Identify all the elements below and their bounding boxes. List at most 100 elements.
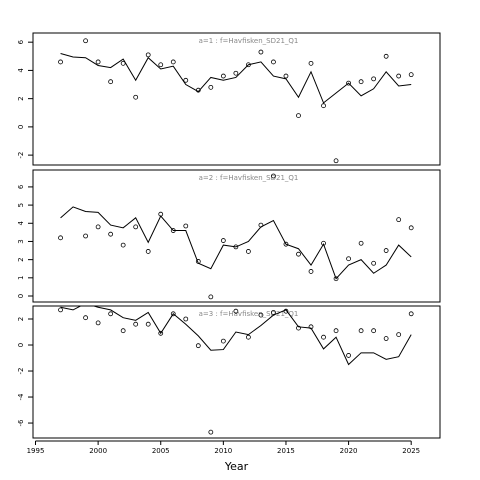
y-tick-label: 0 [17,125,25,129]
data-point [95,320,101,326]
data-line [60,52,412,104]
y-tick-label: 2 [17,96,25,100]
data-point [108,311,114,317]
x-tick-label: 2020 [340,447,358,455]
data-point [321,240,326,246]
data-point [296,251,301,257]
data-point [383,53,389,59]
panel-title: a=3 : f=Havfisken_SD21_Q1 [199,310,299,318]
data-point [233,244,239,250]
data-point [245,334,251,340]
x-tick-label: 2010 [214,447,232,455]
data-point [358,240,364,246]
y-tick-label: 1 [17,276,25,280]
data-point [58,235,63,241]
x-tick-label: 1995 [27,447,45,455]
x-tick-label: 2015 [277,447,295,455]
data-point [195,343,201,349]
data-point [258,222,264,228]
data-point [208,84,214,90]
data-point [245,62,251,68]
data-point [208,429,214,435]
data-point [83,315,88,321]
y-tick-label: -6 [17,419,25,427]
data-point [321,334,326,340]
panel-frame [32,32,441,166]
data-point [346,80,351,86]
y-tick-label: -4 [17,393,25,401]
data-point [158,211,164,217]
data-point [271,59,276,65]
data-point [308,269,314,274]
data-point [258,49,264,55]
data-point [283,73,289,79]
data-point [283,308,289,314]
data-point [296,325,301,331]
data-point [170,228,176,233]
data-point [83,233,88,239]
y-tick-label: 3 [17,239,25,243]
data-point [120,60,126,66]
data-point [408,72,414,78]
x-tick-label: 2025 [402,447,420,455]
data-point [358,79,364,85]
data-point [371,76,377,82]
data-point [95,224,101,230]
data-line [60,306,412,366]
data-point [145,52,151,58]
data-point [358,328,364,334]
panel-frame [32,169,441,303]
y-tick-label: 4 [17,221,25,226]
y-tick-label: 6 [17,184,25,189]
data-point [383,248,389,253]
data-point [120,328,126,334]
data-point [396,332,402,338]
data-point [346,353,351,358]
data-point [120,242,126,248]
data-point [133,94,139,100]
data-point [346,256,351,262]
data-point [220,73,226,79]
x-tick-label: 2005 [152,447,170,455]
data-point [383,336,389,341]
y-tick-label: -2 [17,152,25,159]
panel-frame [32,305,441,439]
data-point [333,276,339,282]
panel-title: a=2 : f=Havfisken_SD21_Q1 [199,174,299,182]
data-point [371,260,377,266]
data-point [133,224,139,230]
data-point [208,294,214,300]
y-tick-label: 0 [17,343,25,347]
plot-area [58,173,414,300]
y-tick-label: 6 [17,39,25,44]
data-point [95,59,101,65]
data-point [183,316,189,322]
data-point [170,59,176,65]
plot-area [58,38,414,164]
data-point [408,225,414,231]
plot-area [58,306,414,435]
data-point [220,338,226,344]
data-point [145,321,151,327]
y-tick-label: 4 [17,68,25,73]
data-point [158,330,164,336]
data-point [220,238,226,243]
data-point [108,231,114,237]
data-point [396,73,402,79]
data-point [333,158,339,164]
data-point [258,312,264,318]
data-point [158,62,164,68]
data-point [233,308,239,314]
data-point [58,307,63,313]
data-point [408,311,414,317]
data-point [133,321,139,327]
y-tick-label: 5 [17,203,25,207]
panel-title: a=1 : f=Havfisken_SD21_Q1 [199,37,299,45]
data-point [271,310,276,315]
data-point [296,113,301,118]
data-point [233,70,239,76]
x-axis-label: Year [224,460,249,473]
data-point [195,87,201,93]
data-point [170,311,176,317]
